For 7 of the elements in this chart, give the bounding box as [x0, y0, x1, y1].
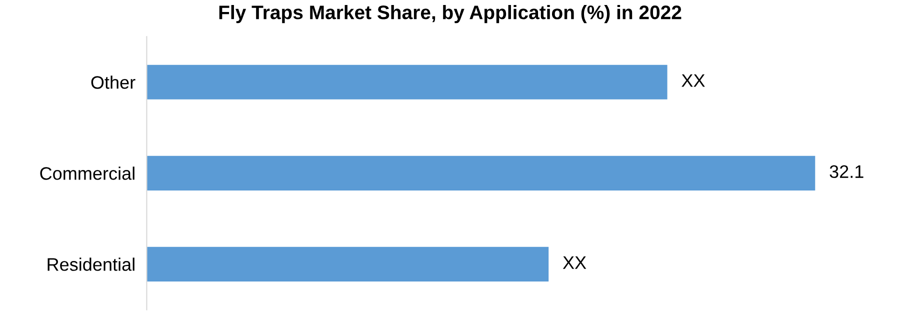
y-tick-label: Other	[91, 76, 136, 89]
data-label: XX	[562, 256, 586, 269]
chart-title: Fly Traps Market Share, by Application (%) in 2022	[219, 4, 682, 24]
y-tick-label: Commercial	[40, 166, 134, 180]
data-label: 32.1	[830, 165, 864, 178]
y-tick-label: Residential	[48, 258, 134, 271]
data-label: XX	[682, 74, 705, 87]
